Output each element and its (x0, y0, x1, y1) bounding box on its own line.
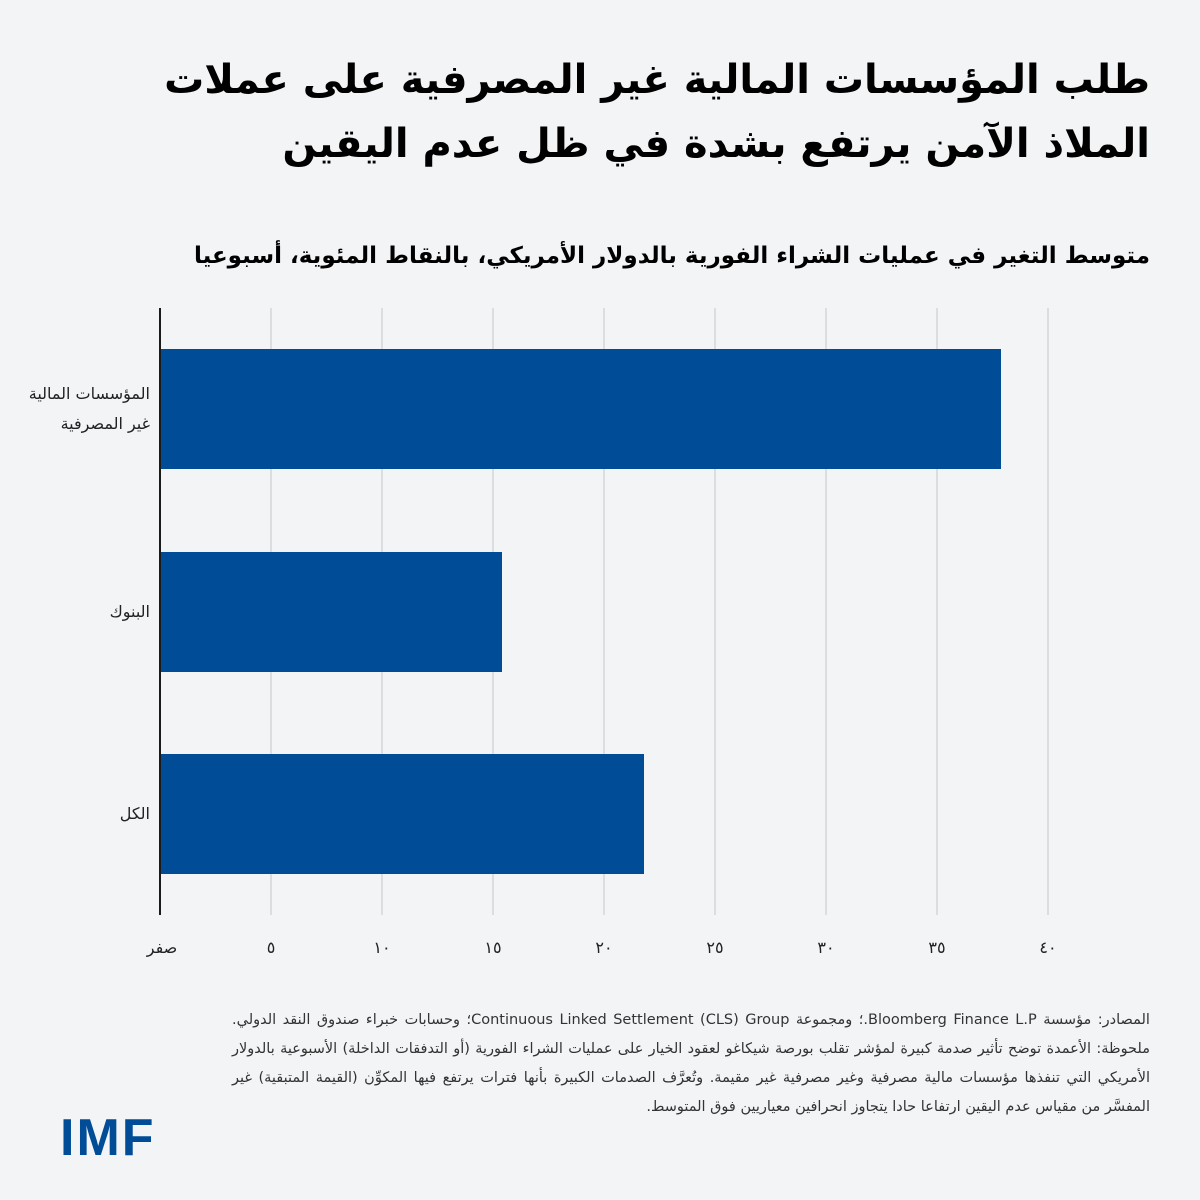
bar (161, 349, 1002, 469)
chart-subtitle: متوسط التغير في عمليات الشراء الفورية با… (193, 243, 1150, 269)
x-tick-label: ٣٠ (817, 938, 835, 957)
category-label-line: الكل (119, 804, 150, 823)
category-label-line: البنوك (109, 602, 150, 621)
gridline (825, 308, 827, 915)
bar-chart: المؤسسات المالية غير المصرفية البنوك الكل ص… (0, 308, 1057, 957)
x-tick-label: ٢٥ (706, 938, 724, 957)
x-tick-label: ١٠ (373, 938, 391, 957)
bar (161, 754, 644, 874)
category-label: البنوك (0, 552, 150, 672)
x-tick-label: صفر (146, 938, 178, 957)
gridline (936, 308, 938, 915)
gridline (714, 308, 716, 915)
x-tick-label: ٥ (266, 938, 276, 957)
category-label: الكل (0, 754, 150, 874)
chart-title: طلب المؤسسات المالية غير المصرفية على عم… (164, 57, 1150, 167)
gridline (603, 308, 605, 915)
x-tick-label: ٢٠ (595, 938, 613, 957)
gridline (1047, 308, 1049, 915)
x-tick-label: ٤٠ (1039, 938, 1057, 957)
bar (161, 552, 502, 672)
y-axis-line (159, 308, 161, 915)
category-label-line: المؤسسات المالية (28, 384, 150, 403)
x-tick-label: ١٥ (484, 938, 502, 957)
category-label-line: غير المصرفية (60, 414, 150, 433)
imf-logo: IMF (60, 1109, 156, 1167)
source-note: المصادر: مؤسسة Bloomberg Finance L.P.؛ و… (232, 1012, 1150, 1115)
x-tick-label: ٣٥ (928, 938, 946, 957)
category-label: المؤسسات المالية غير المصرفية (0, 349, 150, 469)
